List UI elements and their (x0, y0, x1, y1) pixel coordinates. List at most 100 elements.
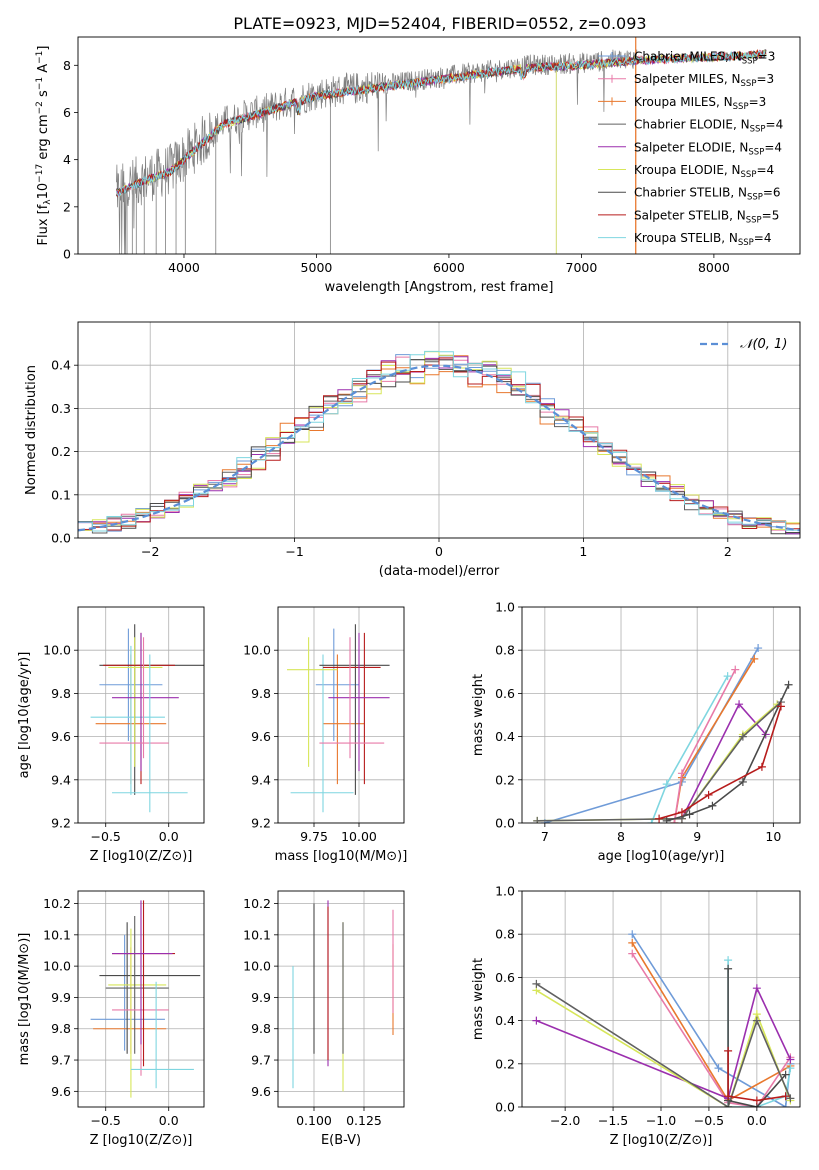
panel-mass-vs-Z: −0.5 0.09.69.79.89.910.010.110.2Z [log10(… (17, 891, 204, 1148)
label-part: −1 (35, 51, 45, 64)
x-tick-label: −0.5 (91, 1113, 121, 1128)
weight-point-marker (532, 980, 540, 988)
legend-entry-name: Kroupa STELIB, N (634, 231, 738, 245)
label-part: erg cm (36, 114, 51, 163)
legend-entry-count: =4 (764, 140, 782, 154)
y-axis-label: mass weight (471, 958, 486, 1040)
x-tick-label: 5000 (301, 260, 333, 275)
legend-entry-sub: SSP (747, 193, 763, 203)
y-tick-label: 0.4 (51, 358, 71, 373)
legend-entry-count: =4 (754, 231, 772, 245)
x-tick-label: 9.75 (300, 829, 328, 844)
label-part: Flux [f (36, 204, 51, 245)
axes-frame (278, 607, 404, 823)
x-tick-label: 8000 (698, 260, 730, 275)
legend-entry-count: =3 (758, 50, 776, 64)
weight-point-marker (786, 1064, 794, 1072)
y-tick-label: 0.0 (51, 531, 71, 546)
x-axis-label: (data-model)/error (379, 564, 500, 579)
weight-point-marker (655, 815, 663, 823)
legend-entry-sub: SSP (741, 170, 757, 180)
y-tick-label: 9.8 (51, 1021, 71, 1036)
weight-series-line (674, 670, 735, 823)
legend-entry-name: Kroupa MILES, N (634, 95, 733, 109)
y-tick-label: 0.4 (495, 1013, 515, 1028)
legend-entry: Kroupa MILES, NSSP=3 (634, 95, 766, 112)
y-tick-label: 0.4 (495, 729, 515, 744)
weight-point-marker (533, 817, 541, 825)
y-tick-label: 9.2 (251, 816, 271, 831)
legend-entry: Salpeter MILES, NSSP=3 (634, 72, 774, 89)
x-tick-label: −1.5 (598, 1113, 628, 1128)
y-tick-label: 9.9 (251, 990, 271, 1005)
y-tick-label: 6 (63, 105, 71, 120)
legend-entry-count: =5 (762, 208, 780, 222)
weight-point-marker (628, 930, 636, 938)
x-tick-label: −2 (141, 544, 159, 559)
x-axis-label: Z [log10(Z/Z⊙)] (610, 1133, 713, 1148)
y-tick-label: 0.8 (495, 927, 515, 942)
label-part: −1 (35, 77, 45, 90)
x-tick-label: 4000 (168, 260, 200, 275)
x-tick-label: −1.0 (646, 1113, 676, 1128)
x-tick-label: 0.125 (346, 1113, 382, 1128)
y-tick-label: 9.4 (51, 772, 71, 787)
legend-entry-name: Salpeter STELIB, N (634, 208, 746, 222)
y-axis-label: mass weight (471, 674, 486, 756)
legend-entry: 𝒩(0, 1) (740, 337, 787, 352)
x-tick-label: 0.0 (159, 1113, 179, 1128)
plot-area (78, 891, 204, 1107)
x-tick-label: 0.100 (296, 1113, 332, 1128)
y-tick-label: 1.0 (495, 884, 515, 899)
legend-entry-sub: SSP (738, 238, 754, 248)
weight-point-marker (724, 956, 732, 964)
legend-entry-count: =4 (766, 118, 784, 132)
figure-title: PLATE=0923, MJD=52404, FIBERID=0552, z=0… (233, 14, 646, 33)
y-tick-label: 0.6 (495, 686, 515, 701)
y-tick-label: 9.6 (51, 729, 71, 744)
y-tick-label: 10.0 (43, 959, 71, 974)
x-tick-label: 10 (765, 829, 781, 844)
weight-point-marker (715, 1064, 723, 1072)
weight-series-line (537, 704, 777, 821)
x-axis-label: wavelength [Angstrom, rest frame] (325, 280, 554, 295)
y-tick-label: 0.2 (495, 772, 515, 787)
y-tick-label: 0.6 (495, 970, 515, 985)
label-part: ] (36, 46, 51, 51)
y-tick-label: 0.1 (51, 487, 71, 502)
weight-point-marker (705, 791, 713, 799)
plot-area (522, 607, 800, 827)
weight-point-marker (628, 950, 636, 958)
y-tick-label: 9.9 (51, 990, 71, 1005)
plot-area (278, 891, 404, 1107)
panel-mass-weight-vs-age: 7 8 9 10 0.0 0.2 0.4 0.6 0.8 1.0 age [log10(age/yr… (471, 600, 800, 865)
y-tick-label: 10.2 (43, 896, 71, 911)
y-axis-label: Normed distribution (24, 365, 39, 495)
weight-series-line (674, 659, 754, 823)
x-tick-label: −0.5 (694, 1113, 724, 1128)
panel-mass-vs-EBV: 0.100 0.125 9.6 9.7 9.8 9.9 10.0 10.1 10.2 E(B-V) (243, 891, 404, 1148)
y-tick-label: 10.0 (243, 643, 271, 658)
label-part: −17 (35, 164, 45, 183)
x-tick-label: −1 (285, 544, 303, 559)
y-tick-label: 9.6 (251, 729, 271, 744)
plot-area (522, 891, 800, 1111)
x-tick-label: 0.0 (159, 829, 179, 844)
legend-entry: Kroupa STELIB, NSSP=4 (634, 231, 772, 248)
legend-entry-count: =3 (756, 72, 774, 86)
y-tick-label: 9.8 (251, 1021, 271, 1036)
y-tick-label: 9.8 (51, 686, 71, 701)
x-axis-label: age [log10(age/yr)] (598, 849, 725, 864)
x-tick-label: 8 (617, 829, 625, 844)
legend-entry-name: Chabrier ELODIE, N (634, 118, 750, 132)
weight-series-line (545, 648, 758, 823)
legend-entry: Chabrier STELIB, NSSP=6 (634, 186, 781, 203)
weight-point-marker (532, 1017, 540, 1025)
y-tick-label: 0 (63, 247, 71, 262)
y-tick-label: 0.3 (51, 401, 71, 416)
x-axis-label: Z [log10(Z/Z⊙)] (90, 849, 193, 864)
y-tick-label: 10.0 (43, 643, 71, 658)
y-tick-label: 10.0 (243, 959, 271, 974)
legend-entry-count: =4 (756, 163, 774, 177)
legend-entry: Chabrier ELODIE, NSSP=4 (634, 118, 783, 135)
